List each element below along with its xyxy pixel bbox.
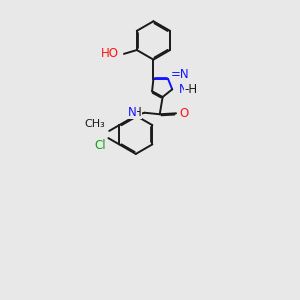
Text: O: O — [180, 107, 189, 120]
Text: CH₃: CH₃ — [84, 119, 105, 129]
Text: N: N — [128, 106, 136, 119]
Text: -H: -H — [184, 83, 197, 96]
Text: Cl: Cl — [94, 139, 106, 152]
Text: N: N — [178, 83, 187, 96]
Text: =N: =N — [171, 68, 189, 81]
Text: HO: HO — [101, 47, 119, 60]
Text: H: H — [133, 106, 142, 119]
